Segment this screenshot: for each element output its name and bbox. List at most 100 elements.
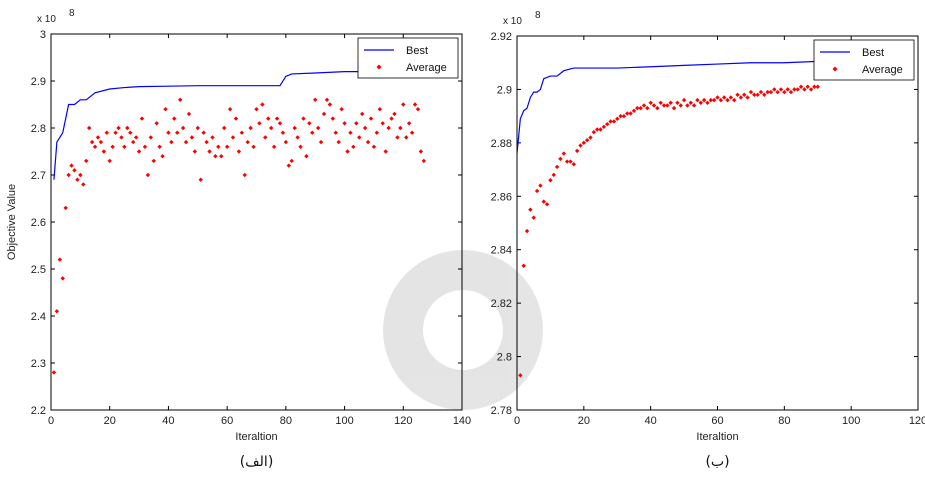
average-marker	[581, 140, 587, 146]
axis-exponent-superscript: 8	[535, 10, 541, 21]
average-marker	[359, 111, 365, 117]
y-tick-label: 2.86	[491, 191, 512, 203]
average-marker	[222, 125, 227, 131]
average-marker	[98, 139, 104, 145]
average-marker	[383, 149, 388, 154]
x-tick-label: 60	[711, 415, 723, 427]
average-marker	[725, 97, 730, 103]
legend-box	[813, 39, 915, 81]
average-marker	[681, 97, 687, 103]
average-marker	[758, 89, 764, 95]
average-marker	[113, 130, 118, 135]
average-marker	[598, 127, 603, 132]
x-tick-label: 0	[48, 415, 54, 427]
y-tick-label: 2.4	[31, 311, 46, 323]
average-marker	[795, 87, 800, 92]
average-marker	[395, 135, 400, 140]
average-marker	[574, 148, 580, 154]
average-marker	[409, 130, 415, 135]
average-marker	[745, 95, 750, 100]
average-marker	[415, 107, 421, 112]
average-marker	[224, 144, 230, 149]
x-tick-label: 80	[778, 415, 790, 427]
average-marker	[172, 116, 177, 121]
average-marker	[404, 135, 409, 140]
average-marker	[671, 105, 677, 111]
y-tick-label: 2.8	[31, 123, 46, 135]
average-marker	[544, 202, 550, 207]
y-tick-label: 2.92	[491, 31, 512, 43]
panel-caption: (الف)	[240, 454, 274, 470]
average-marker	[63, 205, 68, 211]
average-marker	[808, 87, 814, 92]
average-marker	[54, 309, 60, 314]
average-marker	[327, 102, 333, 107]
average-marker	[116, 125, 121, 131]
average-marker	[805, 84, 810, 89]
average-marker	[524, 228, 530, 234]
average-marker	[139, 116, 145, 121]
y-tick-label: 2.84	[491, 245, 512, 257]
average-marker	[655, 105, 660, 111]
average-marker	[688, 100, 693, 105]
average-marker	[236, 149, 242, 154]
average-marker	[104, 130, 109, 135]
average-marker	[186, 111, 192, 117]
average-marker	[591, 129, 597, 135]
average-marker	[528, 207, 533, 212]
average-marker	[625, 111, 630, 116]
y-axis-label: Objective Value	[6, 184, 18, 260]
average-marker	[765, 89, 770, 95]
average-marker	[742, 92, 747, 97]
x-tick-label: 120	[394, 415, 412, 427]
average-marker	[732, 97, 737, 103]
average-marker	[89, 139, 95, 145]
average-marker	[289, 158, 294, 164]
average-marker	[755, 92, 760, 97]
average-marker	[72, 168, 77, 173]
average-marker	[412, 102, 418, 107]
legend-label-average: Average	[406, 62, 447, 74]
average-marker	[815, 84, 820, 89]
average-marker	[635, 105, 640, 111]
average-marker	[534, 188, 540, 194]
y-tick-label: 2.6	[31, 217, 46, 229]
y-tick-label: 2.9	[31, 76, 46, 88]
legend: Best Average	[813, 39, 915, 81]
average-marker	[271, 144, 277, 149]
average-marker	[721, 95, 727, 100]
average-marker	[339, 107, 344, 112]
average-marker	[406, 121, 412, 126]
average-marker	[691, 103, 697, 108]
average-marker	[802, 87, 807, 92]
average-marker	[313, 97, 318, 102]
average-marker	[608, 119, 613, 124]
average-marker	[189, 135, 195, 140]
average-marker	[705, 100, 710, 105]
average-marker	[169, 139, 174, 145]
average-marker	[368, 116, 374, 121]
average-marker	[538, 183, 543, 188]
average-marker	[257, 121, 262, 126]
average-marker	[398, 125, 403, 131]
average-marker	[75, 177, 80, 182]
watermark-ornament	[383, 250, 543, 410]
average-marker	[678, 103, 683, 108]
average-marker	[207, 149, 212, 154]
legend-label-best: Best	[862, 47, 884, 59]
average-marker	[245, 139, 250, 145]
average-marker	[119, 135, 124, 140]
average-marker	[301, 116, 306, 121]
average-marker	[641, 103, 647, 108]
average-marker	[307, 121, 312, 126]
average-marker	[618, 113, 623, 119]
average-marker	[561, 151, 566, 156]
average-marker	[57, 257, 63, 262]
average-marker	[798, 84, 804, 89]
average-marker	[564, 159, 570, 164]
average-marker	[541, 199, 546, 204]
legend-swatch-average	[832, 66, 838, 72]
average-marker	[348, 130, 353, 135]
average-marker	[357, 135, 362, 140]
average-marker	[728, 95, 734, 100]
